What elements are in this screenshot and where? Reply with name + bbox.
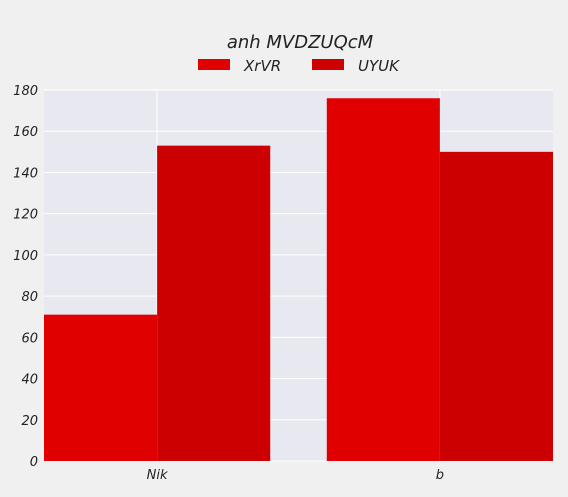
x-tick-label: b (436, 468, 444, 483)
x-tick-label: Nik (147, 468, 168, 483)
legend-label: UYUK (358, 57, 400, 75)
chart-title: anh MVDZUQcM (227, 32, 374, 53)
bar-UYUK-b (439, 151, 553, 462)
bar-UYUK-Nik (157, 145, 271, 461)
y-axis-ticks: 0 20 40 60 80 100 120 140 160 180 (13, 84, 38, 470)
y-tick-label: 40 (21, 373, 38, 388)
bars (44, 98, 553, 462)
y-tick-label: 100 (13, 249, 38, 264)
y-tick-label: 20 (21, 414, 38, 429)
bar-XrVR-b (326, 98, 440, 461)
bar-XrVR-Nik (44, 314, 158, 461)
legend-swatch (198, 59, 230, 70)
legend-swatch (312, 59, 344, 70)
y-tick-label: 120 (13, 208, 38, 223)
y-tick-label: 180 (13, 84, 38, 99)
x-axis-ticks: Nik b (147, 468, 444, 483)
y-tick-label: 60 (21, 331, 38, 346)
y-tick-label: 140 (13, 166, 38, 181)
legend-label: XrVR (243, 57, 281, 75)
y-tick-label: 0 (30, 455, 38, 470)
y-tick-label: 160 (13, 125, 38, 140)
y-tick-label: 80 (21, 290, 38, 305)
legend: XrVR UYUK (198, 57, 400, 75)
